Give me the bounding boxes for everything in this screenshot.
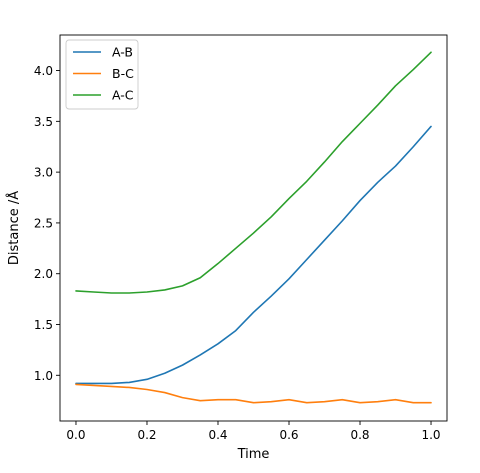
legend: A-B B-C A-C	[65, 39, 139, 110]
x-tick-label: 0.2	[137, 428, 156, 442]
y-axis-label: Distance /Å	[6, 191, 22, 265]
legend-label: A-B	[112, 45, 133, 60]
x-tick-label: 0.8	[350, 428, 369, 442]
x-tick-label: 1.0	[421, 428, 440, 442]
y-tick-label: 1.5	[34, 318, 53, 332]
plot-frame	[59, 34, 448, 422]
series-line-a-b	[75, 125, 432, 385]
series-line-b-c	[75, 383, 432, 404]
legend-label: B-C	[112, 66, 134, 81]
y-tick-label: 3.5	[34, 115, 53, 129]
legend-frame	[65, 39, 139, 110]
x-axis-ticks: 0.0 0.2 0.4 0.6 0.8 1.0	[66, 421, 441, 442]
y-tick-label: 1.0	[34, 369, 53, 383]
y-tick-label: 2.0	[34, 267, 53, 281]
legend-entries: A-B B-C A-C	[73, 45, 134, 103]
x-tick-label: 0.4	[208, 428, 227, 442]
y-tick-label: 3.0	[34, 166, 53, 180]
x-tick-label: 0.0	[66, 428, 85, 442]
y-axis-ticks: 1.0 1.5 2.0 2.5 3.0 3.5 4.0	[34, 64, 60, 383]
series-line-a-c	[75, 51, 432, 294]
y-tick-label: 4.0	[34, 64, 53, 78]
x-axis-label: Time	[237, 447, 270, 462]
legend-label: A-C	[112, 88, 134, 103]
series-layer	[75, 51, 432, 404]
y-tick-label: 2.5	[34, 216, 53, 230]
x-tick-label: 0.6	[279, 428, 298, 442]
